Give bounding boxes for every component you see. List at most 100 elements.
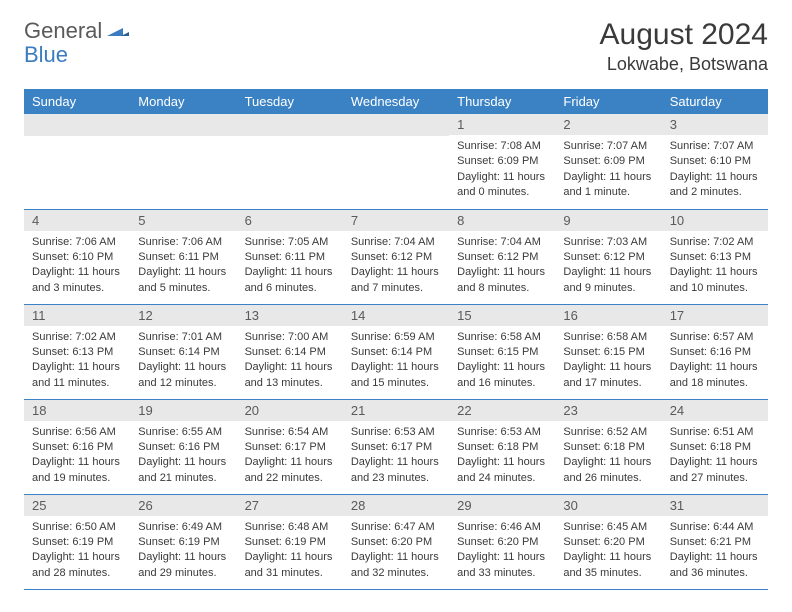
daylight-text: Daylight: 11 hours and 0 minutes. (457, 170, 547, 201)
sunset-text: Sunset: 6:11 PM (138, 250, 228, 265)
day-number-empty (24, 114, 130, 136)
day-number: 4 (24, 210, 130, 231)
day-number: 31 (662, 495, 768, 516)
location: Lokwabe, Botswana (600, 54, 768, 75)
weekday-header: Thursday (449, 89, 555, 114)
sunrise-text: Sunrise: 6:50 AM (32, 520, 122, 535)
day-content: Sunrise: 7:06 AMSunset: 6:10 PMDaylight:… (24, 231, 130, 301)
calendar-cell (130, 114, 236, 209)
sunrise-text: Sunrise: 6:46 AM (457, 520, 547, 535)
day-content: Sunrise: 6:51 AMSunset: 6:18 PMDaylight:… (662, 421, 768, 491)
calendar-cell: 31Sunrise: 6:44 AMSunset: 6:21 PMDayligh… (662, 494, 768, 589)
day-content: Sunrise: 6:46 AMSunset: 6:20 PMDaylight:… (449, 516, 555, 586)
day-content: Sunrise: 6:52 AMSunset: 6:18 PMDaylight:… (555, 421, 661, 491)
calendar-cell: 13Sunrise: 7:00 AMSunset: 6:14 PMDayligh… (237, 304, 343, 399)
calendar-table: SundayMondayTuesdayWednesdayThursdayFrid… (24, 89, 768, 590)
daylight-text: Daylight: 11 hours and 31 minutes. (245, 550, 335, 581)
calendar-row: 25Sunrise: 6:50 AMSunset: 6:19 PMDayligh… (24, 494, 768, 589)
day-content: Sunrise: 7:05 AMSunset: 6:11 PMDaylight:… (237, 231, 343, 301)
sunrise-text: Sunrise: 6:51 AM (670, 425, 760, 440)
daylight-text: Daylight: 11 hours and 23 minutes. (351, 455, 441, 486)
calendar-row: 4Sunrise: 7:06 AMSunset: 6:10 PMDaylight… (24, 209, 768, 304)
day-number: 24 (662, 400, 768, 421)
logo-blue: Blue (24, 42, 68, 67)
day-content: Sunrise: 7:07 AMSunset: 6:10 PMDaylight:… (662, 135, 768, 205)
calendar-cell (24, 114, 130, 209)
daylight-text: Daylight: 11 hours and 33 minutes. (457, 550, 547, 581)
day-number: 1 (449, 114, 555, 135)
sunset-text: Sunset: 6:16 PM (670, 345, 760, 360)
sunrise-text: Sunrise: 7:04 AM (457, 235, 547, 250)
calendar-cell: 4Sunrise: 7:06 AMSunset: 6:10 PMDaylight… (24, 209, 130, 304)
sunset-text: Sunset: 6:18 PM (563, 440, 653, 455)
daylight-text: Daylight: 11 hours and 17 minutes. (563, 360, 653, 391)
day-number: 15 (449, 305, 555, 326)
sunrise-text: Sunrise: 6:54 AM (245, 425, 335, 440)
sunrise-text: Sunrise: 6:53 AM (457, 425, 547, 440)
sunrise-text: Sunrise: 7:03 AM (563, 235, 653, 250)
sunset-text: Sunset: 6:11 PM (245, 250, 335, 265)
day-number: 5 (130, 210, 236, 231)
day-content: Sunrise: 6:48 AMSunset: 6:19 PMDaylight:… (237, 516, 343, 586)
day-content: Sunrise: 7:03 AMSunset: 6:12 PMDaylight:… (555, 231, 661, 301)
day-number: 28 (343, 495, 449, 516)
calendar-row: 11Sunrise: 7:02 AMSunset: 6:13 PMDayligh… (24, 304, 768, 399)
day-number-empty (237, 114, 343, 136)
daylight-text: Daylight: 11 hours and 28 minutes. (32, 550, 122, 581)
day-number: 14 (343, 305, 449, 326)
calendar-cell: 28Sunrise: 6:47 AMSunset: 6:20 PMDayligh… (343, 494, 449, 589)
daylight-text: Daylight: 11 hours and 27 minutes. (670, 455, 760, 486)
daylight-text: Daylight: 11 hours and 13 minutes. (245, 360, 335, 391)
day-number: 22 (449, 400, 555, 421)
daylight-text: Daylight: 11 hours and 15 minutes. (351, 360, 441, 391)
daylight-text: Daylight: 11 hours and 1 minute. (563, 170, 653, 201)
daylight-text: Daylight: 11 hours and 22 minutes. (245, 455, 335, 486)
day-number: 20 (237, 400, 343, 421)
day-content: Sunrise: 7:02 AMSunset: 6:13 PMDaylight:… (24, 326, 130, 396)
calendar-cell: 26Sunrise: 6:49 AMSunset: 6:19 PMDayligh… (130, 494, 236, 589)
calendar-cell: 25Sunrise: 6:50 AMSunset: 6:19 PMDayligh… (24, 494, 130, 589)
calendar-row: 18Sunrise: 6:56 AMSunset: 6:16 PMDayligh… (24, 399, 768, 494)
sunrise-text: Sunrise: 6:48 AM (245, 520, 335, 535)
sunrise-text: Sunrise: 7:02 AM (32, 330, 122, 345)
day-content: Sunrise: 6:58 AMSunset: 6:15 PMDaylight:… (555, 326, 661, 396)
sunrise-text: Sunrise: 7:07 AM (670, 139, 760, 154)
daylight-text: Daylight: 11 hours and 24 minutes. (457, 455, 547, 486)
sunset-text: Sunset: 6:16 PM (32, 440, 122, 455)
sunset-text: Sunset: 6:14 PM (245, 345, 335, 360)
day-number: 18 (24, 400, 130, 421)
day-number: 7 (343, 210, 449, 231)
day-content: Sunrise: 6:49 AMSunset: 6:19 PMDaylight:… (130, 516, 236, 586)
calendar-cell: 20Sunrise: 6:54 AMSunset: 6:17 PMDayligh… (237, 399, 343, 494)
day-number: 25 (24, 495, 130, 516)
daylight-text: Daylight: 11 hours and 2 minutes. (670, 170, 760, 201)
sunset-text: Sunset: 6:19 PM (32, 535, 122, 550)
day-content: Sunrise: 6:55 AMSunset: 6:16 PMDaylight:… (130, 421, 236, 491)
sunrise-text: Sunrise: 7:05 AM (245, 235, 335, 250)
day-number: 12 (130, 305, 236, 326)
sunset-text: Sunset: 6:18 PM (670, 440, 760, 455)
logo-blue-row: Blue (24, 42, 68, 68)
day-number: 17 (662, 305, 768, 326)
daylight-text: Daylight: 11 hours and 36 minutes. (670, 550, 760, 581)
day-content: Sunrise: 6:50 AMSunset: 6:19 PMDaylight:… (24, 516, 130, 586)
sunset-text: Sunset: 6:15 PM (563, 345, 653, 360)
weekday-header: Monday (130, 89, 236, 114)
calendar-cell: 23Sunrise: 6:52 AMSunset: 6:18 PMDayligh… (555, 399, 661, 494)
day-number: 6 (237, 210, 343, 231)
daylight-text: Daylight: 11 hours and 12 minutes. (138, 360, 228, 391)
calendar-cell: 8Sunrise: 7:04 AMSunset: 6:12 PMDaylight… (449, 209, 555, 304)
day-content: Sunrise: 6:53 AMSunset: 6:18 PMDaylight:… (449, 421, 555, 491)
calendar-cell: 2Sunrise: 7:07 AMSunset: 6:09 PMDaylight… (555, 114, 661, 209)
sunset-text: Sunset: 6:19 PM (245, 535, 335, 550)
daylight-text: Daylight: 11 hours and 29 minutes. (138, 550, 228, 581)
day-content: Sunrise: 7:08 AMSunset: 6:09 PMDaylight:… (449, 135, 555, 205)
weekday-header: Saturday (662, 89, 768, 114)
sunset-text: Sunset: 6:14 PM (138, 345, 228, 360)
daylight-text: Daylight: 11 hours and 8 minutes. (457, 265, 547, 296)
daylight-text: Daylight: 11 hours and 19 minutes. (32, 455, 122, 486)
sunset-text: Sunset: 6:17 PM (351, 440, 441, 455)
sunset-text: Sunset: 6:19 PM (138, 535, 228, 550)
calendar-cell: 16Sunrise: 6:58 AMSunset: 6:15 PMDayligh… (555, 304, 661, 399)
sunset-text: Sunset: 6:16 PM (138, 440, 228, 455)
